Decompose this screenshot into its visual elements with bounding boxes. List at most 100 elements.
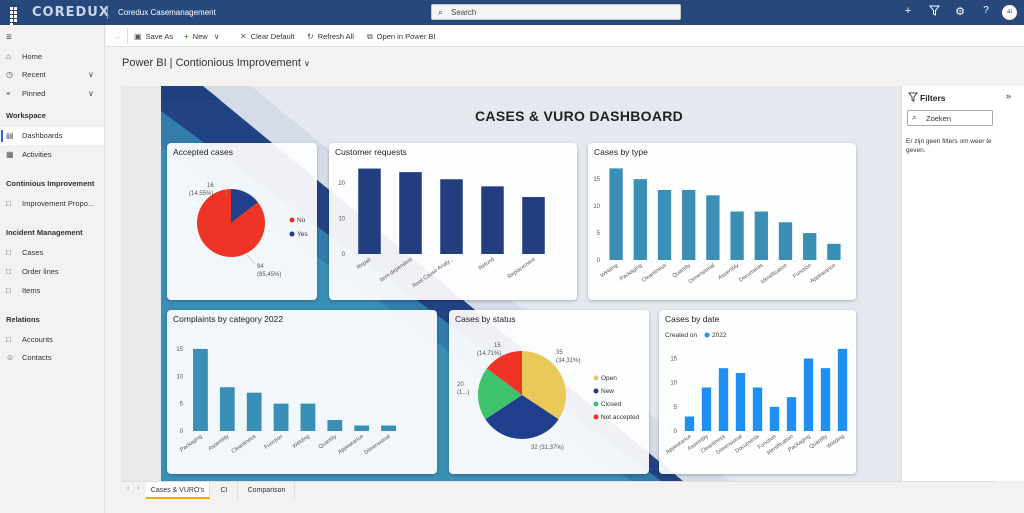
app-launcher-icon[interactable]: [10, 7, 21, 26]
x-tick-label: Appearance: [337, 434, 365, 456]
search-placeholder: Search: [451, 8, 477, 17]
bar: [754, 211, 768, 260]
search-input[interactable]: ⌕ Search: [431, 4, 681, 20]
back-arrow-icon[interactable]: ←: [114, 32, 122, 41]
close-icon: ✕: [240, 32, 247, 41]
section-header-ci: Continious Improvement: [6, 179, 95, 188]
sidebar-item-recent[interactable]: ◷ Recent ∨: [0, 66, 104, 84]
card-cases-by-type[interactable]: Cases by type 0 5 10 15 Welding Packaging Clea…: [588, 143, 856, 300]
sidebar-item-improvement[interactable]: □ Improvement Propo...: [0, 195, 104, 213]
sidebar-item-label: Items: [22, 286, 41, 295]
x-tick-label: Replacement: [507, 256, 537, 280]
bar: [827, 243, 841, 260]
bar: [399, 172, 422, 254]
x-tick-label: Welding: [600, 263, 620, 279]
sidebar-item-home[interactable]: ⌂ Home: [0, 48, 104, 66]
bar: [193, 348, 208, 431]
x-tick-label: Cleanliness: [231, 434, 258, 455]
card-cases-by-status[interactable]: Cases by status 35 (34,31%) 32 (31,37%) 20 (…: [449, 310, 649, 474]
legend-dot: [704, 332, 710, 338]
data-label: (1...): [457, 390, 469, 396]
gear-icon[interactable]: ⚙: [955, 6, 965, 18]
y-tick-label: 10: [670, 381, 677, 387]
x-tick-label: Welding: [826, 434, 846, 450]
bar: [735, 373, 746, 431]
help-icon[interactable]: ?: [983, 5, 989, 16]
data-label: (14,55%): [189, 191, 213, 197]
chevron-down-icon: ∨: [88, 89, 94, 98]
cases-by-status-pie: 35 (34,31%) 32 (31,37%) 20 (1...) 15 (14,71%) O…: [457, 343, 640, 451]
hamburger-icon[interactable]: ≡: [6, 32, 12, 43]
filter-icon[interactable]: [927, 5, 941, 19]
open-in-powerbi-button[interactable]: ⧉ Open in Power BI: [367, 30, 436, 43]
sidebar-item-accounts[interactable]: □ Accounts: [0, 331, 104, 349]
sidebar-item-label: Dashboards: [22, 131, 63, 140]
chevron-down-icon: ∨: [88, 70, 94, 79]
sidebar-item-items[interactable]: □ Items: [0, 282, 104, 300]
sidebar-item-activities[interactable]: ▦ Activities: [0, 146, 104, 164]
complaints-chart: 0 5 10 15 Packaging Assembly Cleanliness Functi…: [176, 347, 396, 456]
y-tick-label: 0: [674, 429, 678, 435]
divider: [127, 28, 128, 44]
y-tick-label: 20: [338, 181, 345, 187]
document-icon: □: [6, 335, 11, 344]
sidebar-item-pinned[interactable]: ⌖ Pinned ∨: [0, 85, 104, 103]
sidebar-item-dashboards[interactable]: ▤ Dashboards: [0, 127, 104, 145]
button-label: New: [192, 32, 208, 41]
bar: [440, 179, 463, 254]
tab-comparison[interactable]: Comparison: [239, 482, 295, 499]
plus-icon[interactable]: +: [904, 5, 912, 17]
card-accepted-cases[interactable]: Accepted cases 16 (14,55%) 94 (85,45%) No Yes: [167, 143, 317, 300]
card-cases-by-date[interactable]: Cases by date Created on 2022 0 5 10 15 Appear…: [659, 310, 856, 474]
clear-default-button[interactable]: ✕ Clear Default: [240, 30, 294, 43]
avatar[interactable]: al: [1002, 5, 1017, 20]
tab-cases-vuros[interactable]: Cases & VURO's: [146, 482, 210, 499]
chevron-right-icon[interactable]: ›: [137, 485, 140, 492]
card-customer-requests[interactable]: Customer requests 0 10 20 Repair Item depend…: [329, 143, 577, 300]
data-label: 35: [556, 350, 563, 356]
filter-search-input[interactable]: ⌕ Zoeken: [907, 110, 993, 126]
tab-ci[interactable]: CI: [211, 482, 238, 499]
chevron-down-icon: ∨: [213, 32, 220, 41]
bar: [778, 222, 793, 260]
dashboard-title: CASES & VURO DASHBOARD: [475, 108, 684, 124]
refresh-all-button[interactable]: ↻ Refresh All: [307, 30, 354, 43]
chevron-left-icon[interactable]: ‹: [127, 485, 130, 492]
bar: [481, 186, 504, 254]
collapse-icon[interactable]: »: [1006, 91, 1012, 101]
card-complaints-by-category[interactable]: Complaints by category 2022 0 5 10 15 Packag…: [167, 310, 437, 474]
logo: COREDUX: [32, 5, 110, 20]
card-title: Cases by status: [455, 314, 516, 324]
activities-icon: ▦: [6, 150, 14, 159]
data-label: 15: [494, 343, 501, 349]
data-label: 94: [257, 264, 264, 270]
save-as-button[interactable]: ▣ Save As: [134, 30, 173, 43]
x-tick-label: Dimensional: [363, 434, 391, 456]
sidebar-item-label: Activities: [22, 150, 52, 159]
clock-icon: ◷: [6, 70, 13, 79]
new-button[interactable]: + New ∨: [184, 30, 224, 43]
sidebar-item-contacts[interactable]: ☺ Contacts: [0, 349, 104, 367]
data-label: (85,45%): [257, 272, 281, 278]
sidebar-item-label: Contacts: [22, 353, 52, 362]
sidebar-item-order-lines[interactable]: □ Order lines: [0, 263, 104, 281]
divider: [107, 6, 108, 19]
bar: [769, 406, 780, 431]
bar: [786, 397, 797, 431]
legend-label: Yes: [297, 231, 308, 238]
section-header-workspace: Workspace: [6, 111, 46, 120]
sidebar-item-cases[interactable]: □ Cases: [0, 244, 104, 262]
section-header-relations: Relations: [6, 315, 40, 324]
legend-dot: [593, 414, 599, 420]
card-title: Cases by date: [665, 314, 720, 324]
plus-icon: +: [184, 32, 189, 41]
bar: [657, 189, 672, 260]
sidebar-item-label: Recent: [22, 70, 46, 79]
page-title[interactable]: Power BI | Contionious Improvement ∨: [122, 57, 310, 69]
section-header-incident: Incident Management: [6, 228, 83, 237]
sidebar-item-label: Cases: [22, 248, 44, 257]
legend-dot: [593, 401, 599, 407]
legend-dot: [289, 231, 295, 237]
y-tick-label: 5: [674, 405, 678, 411]
